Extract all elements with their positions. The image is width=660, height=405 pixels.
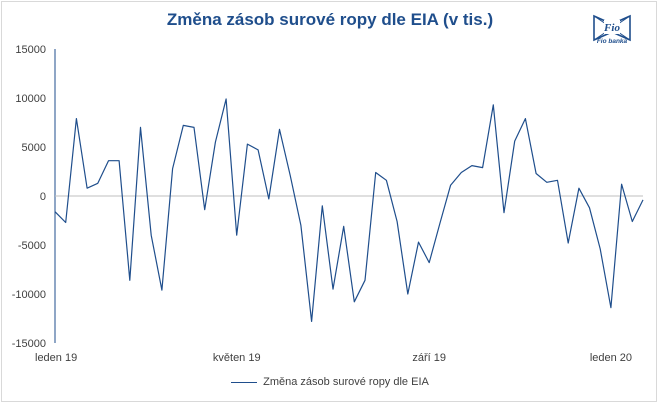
data-point [96, 182, 99, 185]
data-point [556, 179, 559, 182]
logo-text: Fio banka [596, 38, 628, 45]
data-point [374, 171, 377, 174]
data-point [299, 224, 302, 227]
data-point [631, 220, 634, 223]
data-point [225, 98, 228, 101]
data-point [642, 198, 645, 201]
y-tick-label: 0 [40, 191, 46, 203]
data-point [171, 167, 174, 170]
legend-line-swatch [231, 381, 258, 383]
data-point [193, 126, 196, 129]
data-point [278, 128, 281, 131]
data-point [150, 234, 153, 237]
data-point [428, 261, 431, 264]
data-point [567, 242, 570, 245]
data-point [503, 211, 506, 214]
data-point [257, 148, 260, 151]
data-point [396, 220, 399, 223]
data-point [353, 300, 356, 303]
data-point [620, 183, 623, 186]
data-point [267, 197, 270, 200]
y-tick-label: -10000 [12, 289, 46, 301]
data-point [577, 187, 580, 190]
data-point [64, 221, 67, 224]
data-point [449, 184, 452, 187]
data-point [86, 187, 89, 190]
legend: Změna zásob surové ropy dle EIA [0, 376, 660, 388]
data-point [545, 181, 548, 184]
data-point [128, 279, 131, 282]
y-tick-label: -5000 [18, 240, 46, 252]
data-point [203, 208, 206, 211]
x-tick-label: září 19 [412, 352, 446, 364]
data-point [54, 210, 57, 213]
data-point [513, 140, 516, 143]
data-point [332, 288, 335, 291]
data-point [139, 126, 142, 129]
data-point [235, 234, 238, 237]
y-tick-label: -15000 [12, 338, 46, 350]
y-tick-label: 5000 [22, 142, 46, 154]
data-point [417, 241, 420, 244]
data-point [385, 179, 388, 182]
data-point [599, 247, 602, 250]
x-tick-label: květen 19 [213, 352, 261, 364]
data-point [481, 166, 484, 169]
data-point [588, 206, 591, 209]
data-point [214, 141, 217, 144]
data-point [406, 293, 409, 296]
data-point [492, 103, 495, 106]
data-point [342, 225, 345, 228]
legend-label: Změna zásob surové ropy dle EIA [263, 376, 429, 388]
data-point [246, 143, 249, 146]
x-tick-label: leden 20 [590, 352, 632, 364]
data-point [310, 320, 313, 323]
svg-text:Fio: Fio [603, 22, 620, 34]
data-point [470, 164, 473, 167]
data-point [289, 174, 292, 177]
x-tick-label: leden 19 [35, 352, 77, 364]
series-line [54, 98, 644, 322]
data-point [182, 124, 185, 127]
data-point [460, 171, 463, 174]
data-point [438, 222, 441, 225]
chart-title: Změna zásob surové ropy dle EIA (v tis.) [166, 10, 494, 29]
y-tick-label: 15000 [15, 44, 46, 56]
data-point [118, 159, 121, 162]
data-point [321, 204, 324, 207]
data-point [364, 279, 367, 282]
y-tick-label: 10000 [15, 93, 46, 105]
data-point [535, 172, 538, 175]
data-point [107, 159, 110, 162]
data-point [609, 306, 612, 309]
fio-logo: Fio [593, 14, 631, 42]
data-point [75, 117, 78, 120]
data-point [524, 117, 527, 120]
data-point [160, 289, 163, 292]
